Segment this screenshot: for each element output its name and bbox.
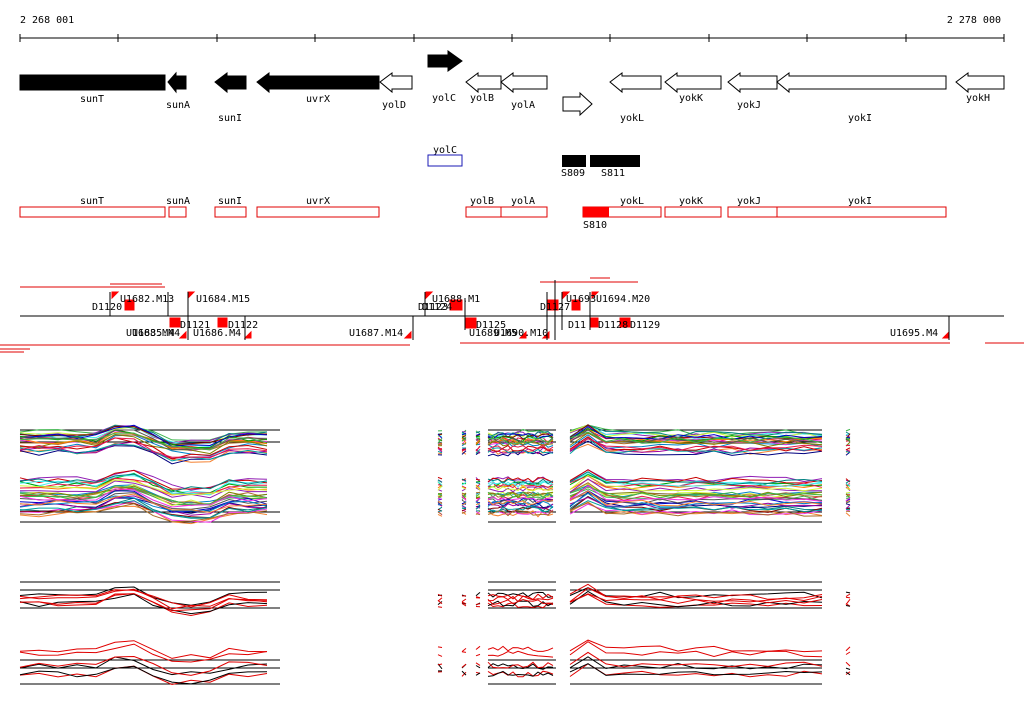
probe-label: U1685.M4 bbox=[132, 328, 180, 339]
gene-arrow-yolD[interactable] bbox=[379, 72, 413, 94]
gene-arrow-sunT[interactable] bbox=[19, 74, 166, 91]
gene-arrow-yolC[interactable] bbox=[427, 50, 463, 72]
coord-start: 2 268 001 bbox=[20, 15, 74, 26]
red-feature-label: yokI bbox=[848, 196, 872, 207]
red-feature-yolA[interactable] bbox=[500, 206, 548, 218]
red-feature-yolB[interactable] bbox=[465, 206, 502, 218]
probe-label: D1123 bbox=[418, 302, 448, 313]
gene-label: yokJ bbox=[737, 100, 761, 111]
gene-label: uvrX bbox=[306, 94, 330, 105]
expression-panels bbox=[19, 424, 851, 686]
gene-label: yolC bbox=[432, 93, 456, 104]
red-feature-label: uvrX bbox=[306, 196, 330, 207]
red-feature-label: yolA bbox=[511, 196, 535, 207]
gene-arrow-yolB[interactable] bbox=[465, 72, 502, 94]
probe-label: D11 bbox=[568, 320, 586, 331]
gene-label: yolD bbox=[382, 100, 406, 111]
probe-label: U1684.M15 bbox=[196, 294, 250, 305]
probe-label: U1694.M20 bbox=[596, 294, 650, 305]
gene-arrow-yokI[interactable] bbox=[776, 72, 947, 94]
highlight-gene-box[interactable] bbox=[427, 154, 463, 167]
gene-labels: sunT sunA sunI uvrX yolD yolC yolB yolA … bbox=[80, 93, 990, 124]
red-feature-yokK[interactable] bbox=[664, 206, 722, 218]
probe-label: D1125 bbox=[476, 320, 506, 331]
gene-arrow-unnamed[interactable] bbox=[562, 91, 593, 117]
red-feature-yokI[interactable] bbox=[776, 206, 947, 218]
probe-label: U1686.M4 bbox=[193, 328, 241, 339]
gene-arrow-yokJ[interactable] bbox=[727, 72, 778, 94]
probe-ticks bbox=[109, 280, 950, 340]
red-feature-label: yolB bbox=[470, 196, 494, 207]
red-feature-S810[interactable] bbox=[583, 207, 609, 217]
highlight-gene-label: yolC bbox=[433, 145, 457, 156]
gene-arrow-yokH[interactable] bbox=[955, 72, 1005, 94]
probe-label: U1690.M10 bbox=[494, 328, 548, 339]
gene-arrow-uvrX[interactable] bbox=[256, 72, 380, 94]
coord-end: 2 278 000 bbox=[947, 15, 1001, 26]
feature-label: S811 bbox=[601, 168, 625, 179]
red-feature-label: sunT bbox=[80, 196, 104, 207]
probe-label: D1122 bbox=[228, 320, 258, 331]
red-feature-labels: sunT sunA sunI uvrX yolB yolA yokL yokK … bbox=[80, 196, 872, 231]
probe-label: U1695.M4 bbox=[890, 328, 938, 339]
gene-arrow-yokL[interactable] bbox=[609, 72, 662, 94]
coordinate-ruler bbox=[19, 34, 1005, 42]
gene-label: sunT bbox=[80, 94, 104, 105]
probe-red-lines bbox=[0, 277, 1024, 353]
red-feature-label: yokL bbox=[620, 196, 644, 207]
red-feature-label: sunI bbox=[218, 196, 242, 207]
gene-label: yokL bbox=[620, 113, 644, 124]
gene-label: sunA bbox=[166, 100, 190, 111]
probe-label: U1687.M14 bbox=[349, 328, 403, 339]
red-feature-sunI[interactable] bbox=[214, 206, 247, 218]
gene-label: yolA bbox=[511, 100, 535, 111]
gene-track[interactable] bbox=[19, 50, 1005, 117]
probe-label: D1127 bbox=[540, 302, 570, 313]
probe-label: D1128 bbox=[598, 320, 628, 331]
gene-label: yolB bbox=[470, 93, 494, 104]
gene-arrow-sunI[interactable] bbox=[214, 72, 247, 94]
feature-S811[interactable] bbox=[590, 155, 640, 167]
probe-track: D1120 U1682.M13 U1684.M15 D1122 D1121 U1… bbox=[0, 277, 1024, 353]
red-feature-track[interactable] bbox=[19, 206, 947, 218]
red-feature-label: yokJ bbox=[737, 196, 761, 207]
red-feature-label: yokK bbox=[679, 196, 703, 207]
probe-label: U1693 bbox=[566, 294, 596, 305]
feature-label: S809 bbox=[561, 168, 585, 179]
gene-label: yokH bbox=[966, 93, 990, 104]
red-feature-sunT[interactable] bbox=[19, 206, 166, 218]
red-feature-uvrX[interactable] bbox=[256, 206, 380, 218]
probe-markers[interactable] bbox=[111, 291, 950, 339]
probe-label: D1121 bbox=[180, 320, 210, 331]
red-feature-yokJ[interactable] bbox=[727, 206, 778, 218]
gene-label: yokK bbox=[679, 93, 703, 104]
gene-label: sunI bbox=[218, 113, 242, 124]
probe-label: D1120 bbox=[92, 302, 122, 313]
gene-arrow-sunA[interactable] bbox=[167, 71, 187, 94]
probe-label: U1688.M1 bbox=[432, 294, 480, 305]
probe-label: U1683.M4 bbox=[126, 328, 174, 339]
gene-label: yokI bbox=[848, 113, 872, 124]
probe-label: D1124 bbox=[422, 302, 452, 313]
probe-labels: D1120 U1682.M13 U1684.M15 D1122 D1121 U1… bbox=[92, 294, 938, 339]
feature-S809[interactable] bbox=[562, 155, 586, 167]
red-feature-label: sunA bbox=[166, 196, 190, 207]
red-feature-label: S810 bbox=[583, 220, 607, 231]
gene-arrow-yokK[interactable] bbox=[664, 72, 722, 94]
gene-arrow-yolA[interactable] bbox=[500, 72, 548, 94]
probe-label: U1682.M13 bbox=[120, 294, 174, 305]
red-feature-sunA[interactable] bbox=[168, 206, 187, 218]
probe-label: D1129 bbox=[630, 320, 660, 331]
probe-label: U1689.M5 bbox=[469, 328, 517, 339]
